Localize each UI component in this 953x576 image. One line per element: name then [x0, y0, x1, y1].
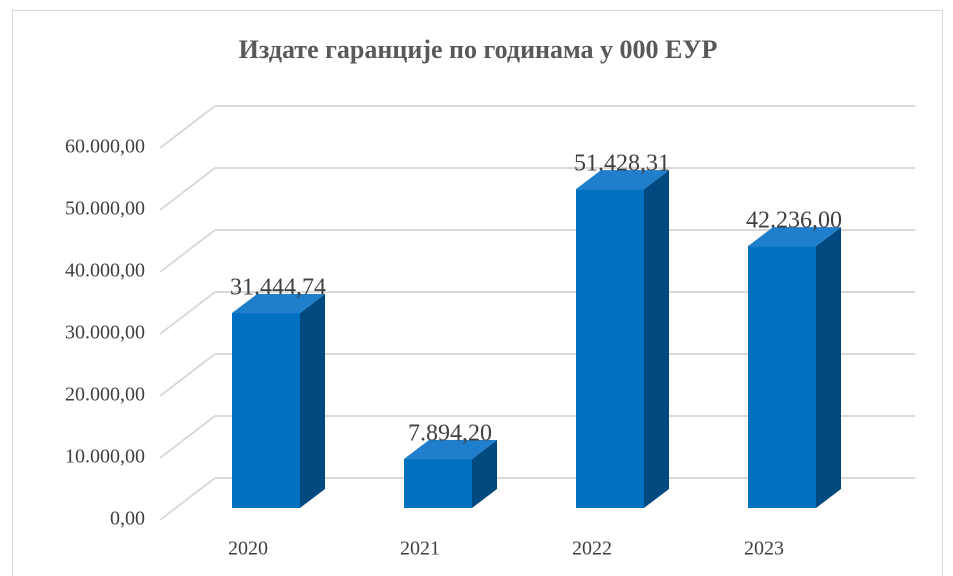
y-tick-label: 10.000,00	[65, 446, 145, 468]
x-tick-label: 2022	[572, 538, 612, 560]
value-label: 31.444,74	[230, 275, 326, 301]
value-label: 42.236,00	[746, 208, 842, 234]
value-label: 7.894,20	[408, 421, 492, 447]
y-tick-label: 0,00	[110, 508, 145, 530]
grid-line-side	[159, 229, 216, 273]
grid-line-side	[159, 415, 216, 459]
x-tick-label: 2020	[228, 538, 268, 560]
grid-line-side	[159, 167, 216, 211]
bar	[748, 246, 816, 509]
x-tick-label: 2023	[744, 538, 784, 560]
bar-top	[576, 170, 669, 190]
y-tick-label: 60.000,00	[65, 136, 145, 158]
grid-line-side	[159, 477, 216, 521]
value-label: 51.428,31	[574, 151, 670, 177]
bar-side	[644, 170, 669, 509]
bar-side	[300, 294, 325, 508]
bar-side	[472, 440, 497, 508]
bar-top	[404, 440, 497, 460]
bar	[232, 313, 300, 508]
bar	[404, 459, 472, 508]
bar	[576, 189, 644, 509]
bar-side	[816, 227, 841, 509]
y-tick-label: 30.000,00	[65, 322, 145, 344]
grid-line-side	[159, 291, 216, 335]
grid-line-side	[159, 353, 216, 397]
y-tick-label: 20.000,00	[65, 384, 145, 406]
bar-top	[232, 294, 325, 314]
x-tick-label: 2021	[400, 538, 440, 560]
y-tick-label: 50.000,00	[65, 198, 145, 220]
chart-title: Издате гаранције по годинама у 000 ЕУР	[239, 35, 718, 64]
bar-top	[748, 227, 841, 247]
y-tick-label: 40.000,00	[65, 260, 145, 282]
grid-line-side	[159, 105, 216, 149]
